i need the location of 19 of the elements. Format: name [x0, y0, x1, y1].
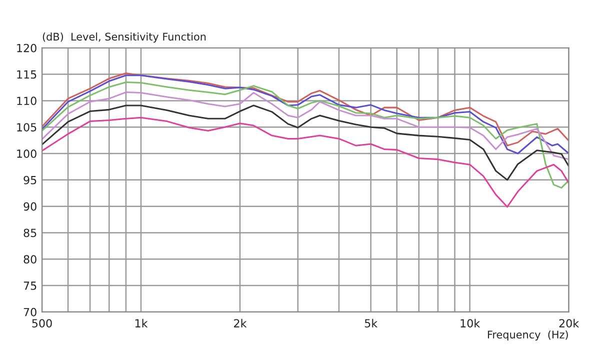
y-axis-title: (dB) Level, Sensitivity Function	[42, 32, 206, 43]
x-tick-label: 10k	[460, 318, 480, 328]
y-tick-label: 70	[24, 308, 36, 316]
y-tick-label: 105	[17, 123, 36, 132]
y-tick-label: 110	[17, 96, 36, 106]
x-tick-label: 1k	[135, 318, 148, 328]
x-tick-label: 20k	[559, 318, 580, 328]
y-tick-label: 85	[24, 228, 36, 238]
x-tick-label: 5k	[364, 318, 378, 328]
y-tick-label: 100	[17, 149, 36, 158]
x-axis-title: Frequency (Hz)	[488, 330, 568, 341]
y-tick-label: 115	[17, 70, 36, 79]
x-tick-label: 2k	[234, 318, 247, 328]
y-tick-label: 80	[24, 255, 36, 264]
y-tick-label: 120	[17, 44, 36, 52]
x-tick-label: 500	[32, 319, 52, 328]
y-tick-label: 90	[24, 202, 36, 211]
y-tick-label: 75	[24, 282, 36, 290]
y-tick-label: 95	[24, 176, 36, 184]
